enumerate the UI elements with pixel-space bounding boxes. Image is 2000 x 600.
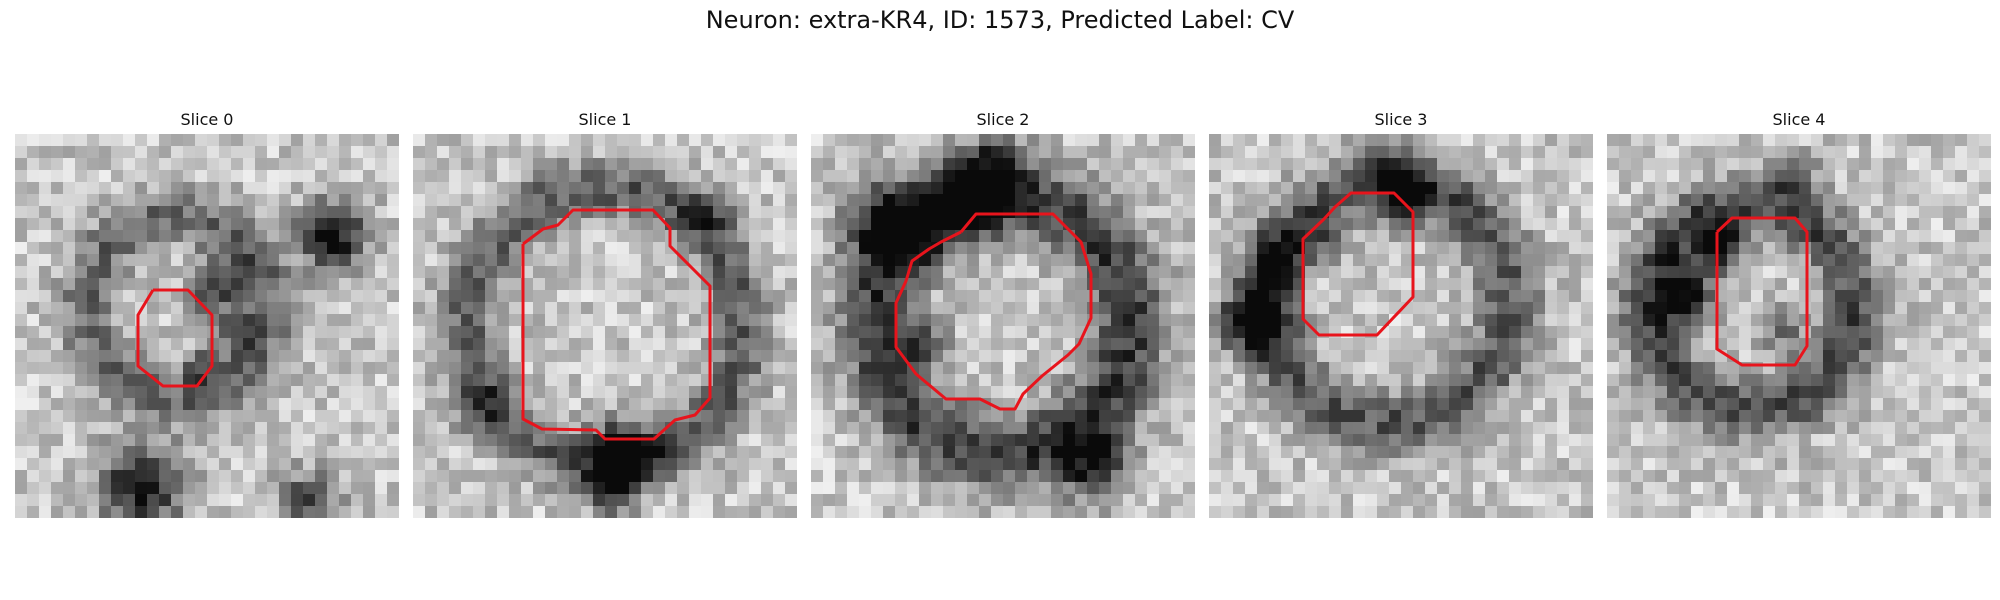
slice-panel-0: Slice 0 [15,110,399,518]
roi-contour [894,212,1093,411]
slice-title-2: Slice 2 [976,110,1030,129]
slice-panel-4: Slice 4 [1607,110,1991,518]
roi-contour [521,208,712,441]
slice-panel-1: Slice 1 [413,110,797,518]
slice-title-4: Slice 4 [1772,110,1826,129]
slice-image-2 [811,134,1195,518]
slice-title-0: Slice 0 [180,110,234,129]
slice-image-3 [1209,134,1593,518]
slice-image-0 [15,134,399,518]
roi-contour [136,288,214,388]
slice-panel-2: Slice 2 [811,110,1195,518]
figure-title: Neuron: extra-KR4, ID: 1573, Predicted L… [705,6,1295,34]
roi-contour [1715,216,1809,367]
slice-panel-3: Slice 3 [1209,110,1593,518]
slice-title-1: Slice 1 [578,110,632,129]
slice-title-3: Slice 3 [1374,110,1428,129]
roi-contour [1301,191,1415,337]
slice-image-1 [413,134,797,518]
slice-image-4 [1607,134,1991,518]
